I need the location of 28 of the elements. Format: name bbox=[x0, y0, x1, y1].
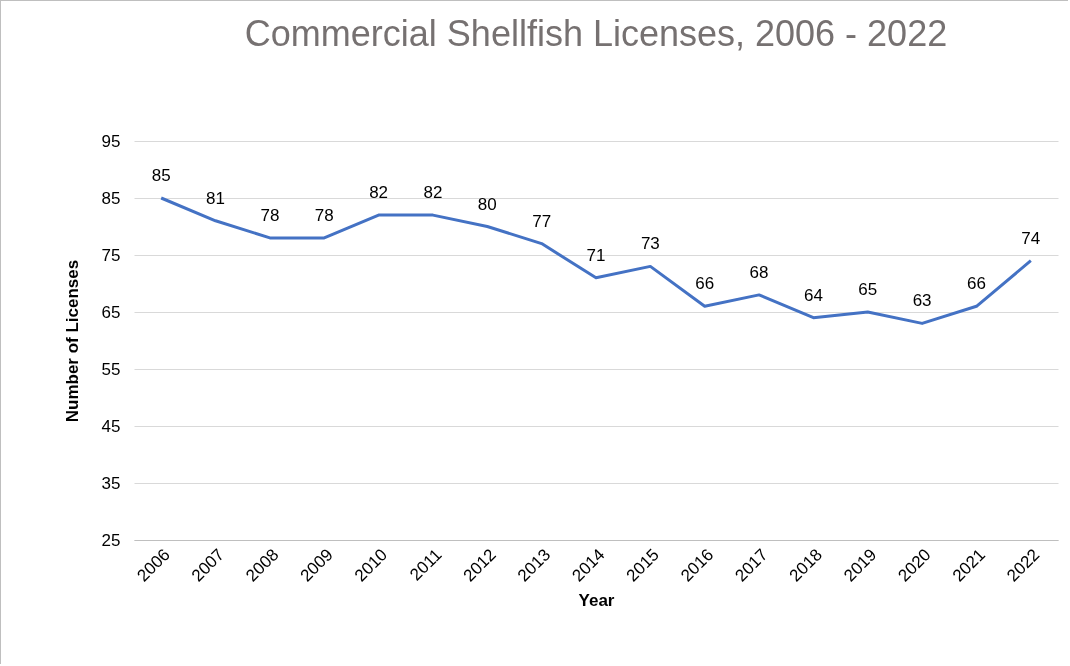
y-tick-label: 35 bbox=[101, 473, 121, 493]
data-label: 80 bbox=[477, 194, 497, 214]
data-label: 74 bbox=[1021, 228, 1041, 248]
data-label: 73 bbox=[640, 234, 660, 254]
chart-title: Commercial Shellfish Licenses, 2006 - 2022 bbox=[244, 13, 948, 54]
y-tick-label: 25 bbox=[101, 530, 121, 550]
y-tick-label: 75 bbox=[101, 245, 121, 265]
y-tick-label: 95 bbox=[101, 131, 121, 151]
data-label: 71 bbox=[586, 245, 606, 265]
y-tick-label: 85 bbox=[101, 188, 121, 208]
data-label: 85 bbox=[151, 166, 171, 185]
data-label: 77 bbox=[532, 211, 552, 231]
y-axis-title: Number of Licenses bbox=[62, 259, 82, 423]
data-label: 78 bbox=[260, 205, 280, 225]
data-label: 63 bbox=[912, 291, 932, 311]
data-label: 65 bbox=[858, 280, 878, 299]
y-tick-label: 55 bbox=[101, 359, 121, 379]
data-label: 81 bbox=[206, 188, 225, 208]
data-label: 64 bbox=[803, 285, 823, 305]
x-axis-title: Year bbox=[578, 590, 615, 610]
data-label: 66 bbox=[967, 274, 986, 294]
data-label: 82 bbox=[369, 183, 389, 203]
data-label: 82 bbox=[423, 183, 443, 203]
y-tick-label: 65 bbox=[101, 302, 121, 322]
data-label: 66 bbox=[695, 274, 715, 294]
y-tick-label: 45 bbox=[101, 416, 121, 436]
data-label: 68 bbox=[749, 262, 769, 282]
data-label: 78 bbox=[314, 205, 334, 225]
